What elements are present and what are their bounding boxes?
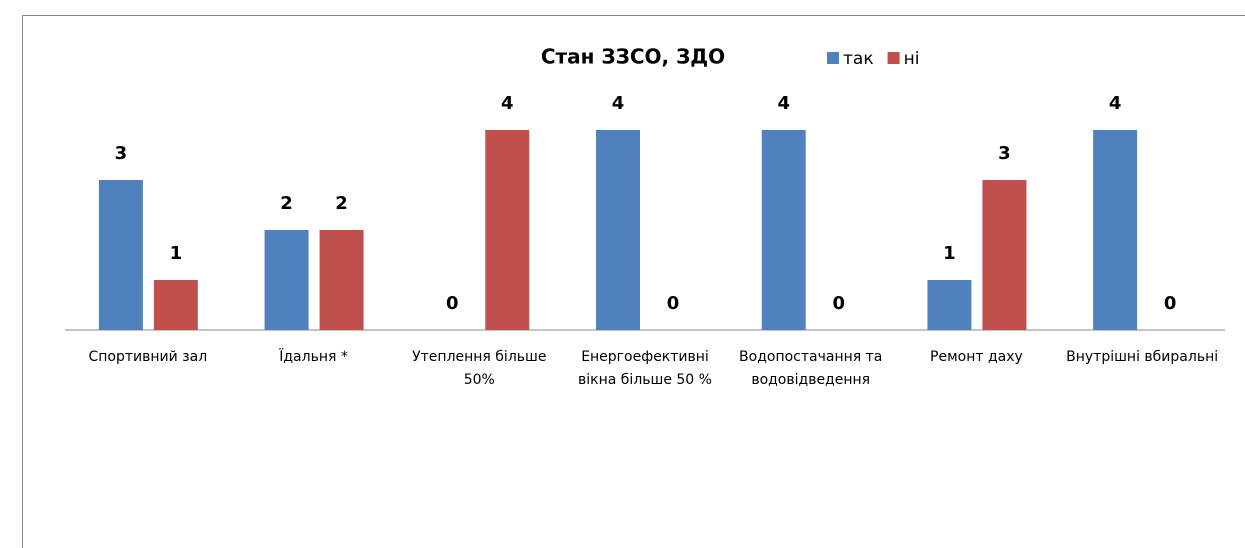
data-label: 4 xyxy=(612,93,625,114)
x-tick-label: Внутрішні вбиральні xyxy=(1066,349,1219,365)
x-tick-label: Спортивний зал xyxy=(88,349,208,365)
bar xyxy=(927,280,972,330)
legend-swatch xyxy=(887,52,900,64)
data-label: 4 xyxy=(501,93,514,114)
legend-swatch xyxy=(827,52,839,64)
bar xyxy=(264,230,309,330)
bar xyxy=(319,230,364,330)
data-label: 3 xyxy=(115,143,128,164)
data-label: 3 xyxy=(998,143,1011,164)
data-label: 2 xyxy=(280,193,293,214)
data-label: 0 xyxy=(1164,293,1177,314)
legend-label: так xyxy=(843,49,874,69)
data-label: 2 xyxy=(335,193,348,214)
x-tick-label: Ремонт даху xyxy=(930,349,1023,365)
data-label: 4 xyxy=(777,93,790,114)
x-tick-label: Водопостачання та водовідведення xyxy=(739,349,883,388)
bar xyxy=(596,130,640,330)
bar xyxy=(761,130,806,330)
x-tick-label: Утеплення більше 50% xyxy=(412,349,547,388)
data-label: 0 xyxy=(667,293,680,314)
chart-title: Стан ЗЗСО, ЗДО xyxy=(541,45,725,69)
x-tick-label: Енергоефективні вікна більше 50 % xyxy=(578,349,712,388)
bar xyxy=(98,180,143,330)
data-label: 0 xyxy=(832,293,845,314)
legend-label: ні xyxy=(904,49,920,69)
data-label: 0 xyxy=(446,293,459,314)
bar xyxy=(153,280,198,330)
bar xyxy=(485,130,530,330)
data-label: 4 xyxy=(1109,93,1122,114)
data-label: 1 xyxy=(170,243,183,264)
bar xyxy=(1093,130,1138,330)
x-tick-label: Їдальня * xyxy=(279,349,348,365)
data-label: 1 xyxy=(943,243,956,264)
bar xyxy=(982,180,1027,330)
